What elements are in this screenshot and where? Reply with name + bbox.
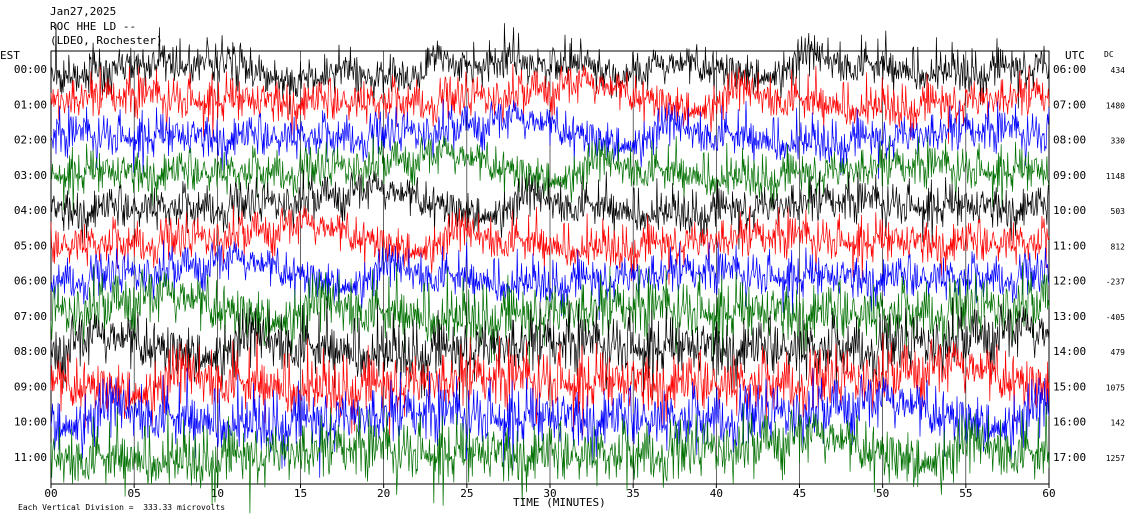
utc-hour-label: 15:00 [1053, 380, 1086, 393]
seismic-trace [50, 134, 1050, 215]
header-network: (LDEO, Rochester) [50, 34, 163, 47]
dc-value: 330 [1111, 137, 1126, 146]
x-tick-label: 45 [793, 487, 806, 500]
seismic-trace [50, 99, 1050, 180]
dc-value: 812 [1111, 242, 1126, 251]
x-tick-label: 35 [627, 487, 640, 500]
x-tick-label: 50 [876, 487, 889, 500]
est-hour-label: 05:00 [14, 239, 47, 252]
x-tick-label: 00 [44, 487, 57, 500]
x-tick-label: 20 [377, 487, 390, 500]
est-hour-label: 01:00 [14, 98, 47, 111]
utc-hour-label: 10:00 [1053, 204, 1086, 217]
utc-hour-label: 14:00 [1053, 345, 1086, 358]
utc-hour-label: 11:00 [1053, 239, 1086, 252]
x-tick-label: 40 [710, 487, 723, 500]
utc-hour-label: 08:00 [1053, 134, 1086, 147]
x-tick-label: 10 [211, 487, 224, 500]
dc-value: 434 [1111, 66, 1126, 75]
dc-value: 1257 [1106, 454, 1125, 463]
est-hour-label: 07:00 [14, 310, 47, 323]
x-axis-title: TIME (MINUTES) [513, 496, 606, 509]
header-date: Jan27,2025 [50, 5, 117, 18]
x-tick-label: 30 [543, 487, 556, 500]
est-hour-label: 09:00 [14, 380, 47, 393]
x-tick-label: 60 [1042, 487, 1055, 500]
est-hour-label: 06:00 [14, 275, 47, 288]
seismic-trace [50, 262, 1050, 373]
utc-hour-label: 12:00 [1053, 275, 1086, 288]
est-hour-label: 00:00 [14, 63, 47, 76]
seismic-trace [50, 63, 1050, 144]
est-hour-label: 08:00 [14, 345, 47, 358]
utc-hour-label: 17:00 [1053, 451, 1086, 464]
dc-value: 142 [1111, 419, 1126, 428]
est-hour-label: 11:00 [14, 451, 47, 464]
header-station: ROC HHE LD -- [50, 20, 137, 33]
dc-value: -405 [1106, 313, 1125, 322]
utc-hour-label: 07:00 [1053, 98, 1086, 111]
seismic-trace [50, 23, 1050, 115]
x-tick-label: 25 [460, 487, 473, 500]
dc-value: 1148 [1106, 172, 1125, 181]
utc-axis-label: UTC [1065, 49, 1085, 62]
x-tick-label: 15 [294, 487, 307, 500]
dc-value: 1480 [1106, 101, 1125, 110]
x-tick-label: 05 [128, 487, 141, 500]
vertical-division-note: Each Vertical Division = 333.33 microvol… [18, 503, 226, 512]
x-tick-label: 55 [959, 487, 972, 500]
dc-value: 479 [1111, 348, 1126, 357]
seismic-trace [50, 368, 1050, 478]
dc-column-label: DC [1104, 50, 1114, 59]
seismic-trace [50, 403, 1050, 514]
est-axis-label: EST [0, 49, 20, 62]
est-hour-label: 02:00 [14, 134, 47, 147]
dc-value: -237 [1106, 278, 1125, 287]
est-hour-label: 10:00 [14, 416, 47, 429]
utc-hour-label: 13:00 [1053, 310, 1086, 323]
seismic-trace [50, 205, 1050, 285]
seismic-trace [50, 169, 1050, 250]
utc-hour-label: 09:00 [1053, 169, 1086, 182]
utc-hour-label: 06:00 [1053, 63, 1086, 76]
est-hour-label: 03:00 [14, 169, 47, 182]
utc-hour-label: 16:00 [1053, 416, 1086, 429]
seismic-trace [50, 332, 1050, 443]
dc-value: 503 [1111, 207, 1126, 216]
dc-value: 1075 [1106, 383, 1125, 392]
est-hour-label: 04:00 [14, 204, 47, 217]
